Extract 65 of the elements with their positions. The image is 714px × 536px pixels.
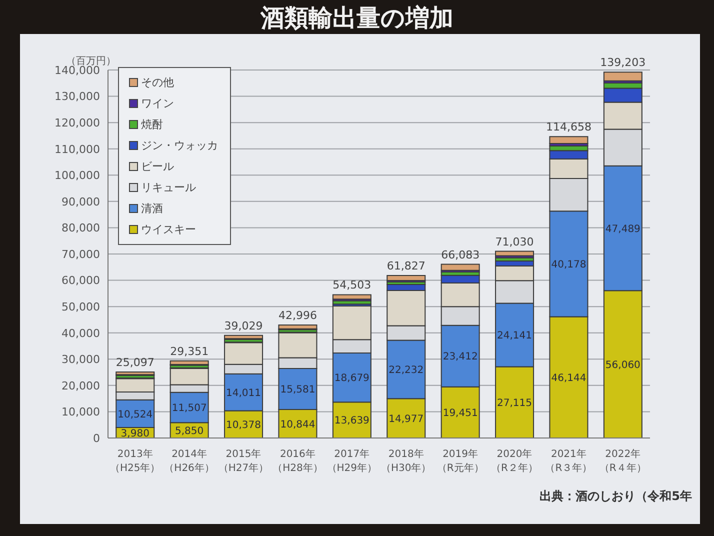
legend-label: 清酒 bbox=[141, 201, 163, 216]
x-tick-label: 2020年（R２年） bbox=[490, 448, 539, 476]
total-label: 71,030 bbox=[495, 235, 534, 248]
y-tick-label: 120,000 bbox=[54, 116, 100, 130]
legend-label: ウイスキー bbox=[141, 222, 196, 237]
data-label: 19,451 bbox=[442, 408, 478, 419]
data-label: 56,060 bbox=[605, 360, 640, 371]
y-tick-label: 50,000 bbox=[62, 300, 100, 314]
x-tick-label: 2014年（H26年） bbox=[163, 448, 216, 476]
y-tick-label: 60,000 bbox=[62, 274, 100, 288]
x-tick-label: 2018年（H30年） bbox=[380, 448, 432, 476]
x-tick-label: 2016年（H28年） bbox=[272, 448, 324, 476]
y-tick-label: 40,000 bbox=[62, 326, 100, 340]
data-label: 40,178 bbox=[551, 259, 586, 270]
data-label: 14,011 bbox=[226, 388, 262, 399]
data-label: 13,639 bbox=[334, 416, 370, 427]
data-label: 10,844 bbox=[280, 419, 316, 430]
data-label: 46,144 bbox=[551, 372, 586, 384]
total-label: 25,097 bbox=[116, 356, 154, 370]
data-label: 11,507 bbox=[172, 403, 207, 414]
data-label: 5,850 bbox=[175, 426, 204, 437]
x-tick-label: 2015年（H27年） bbox=[217, 448, 270, 476]
total-label: 42,996 bbox=[278, 308, 317, 322]
legend-label: ジン・ウォッカ bbox=[141, 138, 218, 153]
total-label: 114,658 bbox=[546, 120, 592, 134]
y-tick-label: 110,000 bbox=[54, 142, 100, 156]
x-tick-label: 2017年（H29年） bbox=[326, 448, 378, 476]
data-label: 47,489 bbox=[605, 224, 640, 235]
data-label: 3,980 bbox=[120, 428, 150, 440]
y-tick-label: 30,000 bbox=[62, 353, 100, 366]
total-label: 39,029 bbox=[224, 319, 263, 332]
chart-title: 酒類輸出量の増加 bbox=[259, 3, 454, 34]
data-label: 23,412 bbox=[442, 352, 478, 363]
x-tick-label: 2022年（R４年） bbox=[598, 448, 648, 476]
data-label: 10,378 bbox=[226, 420, 262, 431]
total-label: 29,351 bbox=[170, 344, 209, 358]
x-tick-label: 2021年（R３年） bbox=[544, 448, 594, 476]
y-tick-label: 70,000 bbox=[62, 248, 100, 261]
y-tick-label: 0 bbox=[93, 432, 100, 445]
total-label: 66,083 bbox=[441, 248, 480, 262]
data-label: 14,977 bbox=[388, 414, 424, 425]
y-tick-label: 100,000 bbox=[54, 169, 100, 182]
legend-label: ビール bbox=[141, 159, 174, 174]
total-label: 61,827 bbox=[386, 259, 426, 272]
total-label: 139,203 bbox=[600, 56, 646, 70]
total-label: 54,503 bbox=[332, 278, 372, 292]
legend-label: リキュール bbox=[141, 180, 196, 195]
data-label: 22,232 bbox=[388, 364, 424, 376]
y-tick-label: 80,000 bbox=[62, 222, 100, 235]
data-label: 24,141 bbox=[497, 330, 532, 342]
x-tick-label: 2013年（H25年） bbox=[108, 448, 162, 476]
data-label: 15,581 bbox=[280, 384, 316, 396]
y-tick-label: 10,000 bbox=[62, 406, 100, 419]
legend-label: ワイン bbox=[141, 96, 174, 111]
data-label: 10,524 bbox=[118, 409, 153, 420]
data-label: 27,115 bbox=[497, 398, 532, 409]
y-tick-label: 20,000 bbox=[62, 379, 100, 392]
y-axis-title: （百万円） bbox=[66, 55, 116, 67]
source-note: 出典：酒のしおり（令和5年 bbox=[540, 488, 692, 505]
legend-label: 焼酎 bbox=[141, 117, 163, 132]
data-label: 18,679 bbox=[334, 373, 370, 384]
y-tick-label: 130,000 bbox=[54, 90, 100, 104]
y-tick-label: 90,000 bbox=[62, 195, 100, 208]
legend-label: その他 bbox=[141, 75, 174, 90]
x-tick-label: 2019年（R元年） bbox=[436, 448, 485, 476]
